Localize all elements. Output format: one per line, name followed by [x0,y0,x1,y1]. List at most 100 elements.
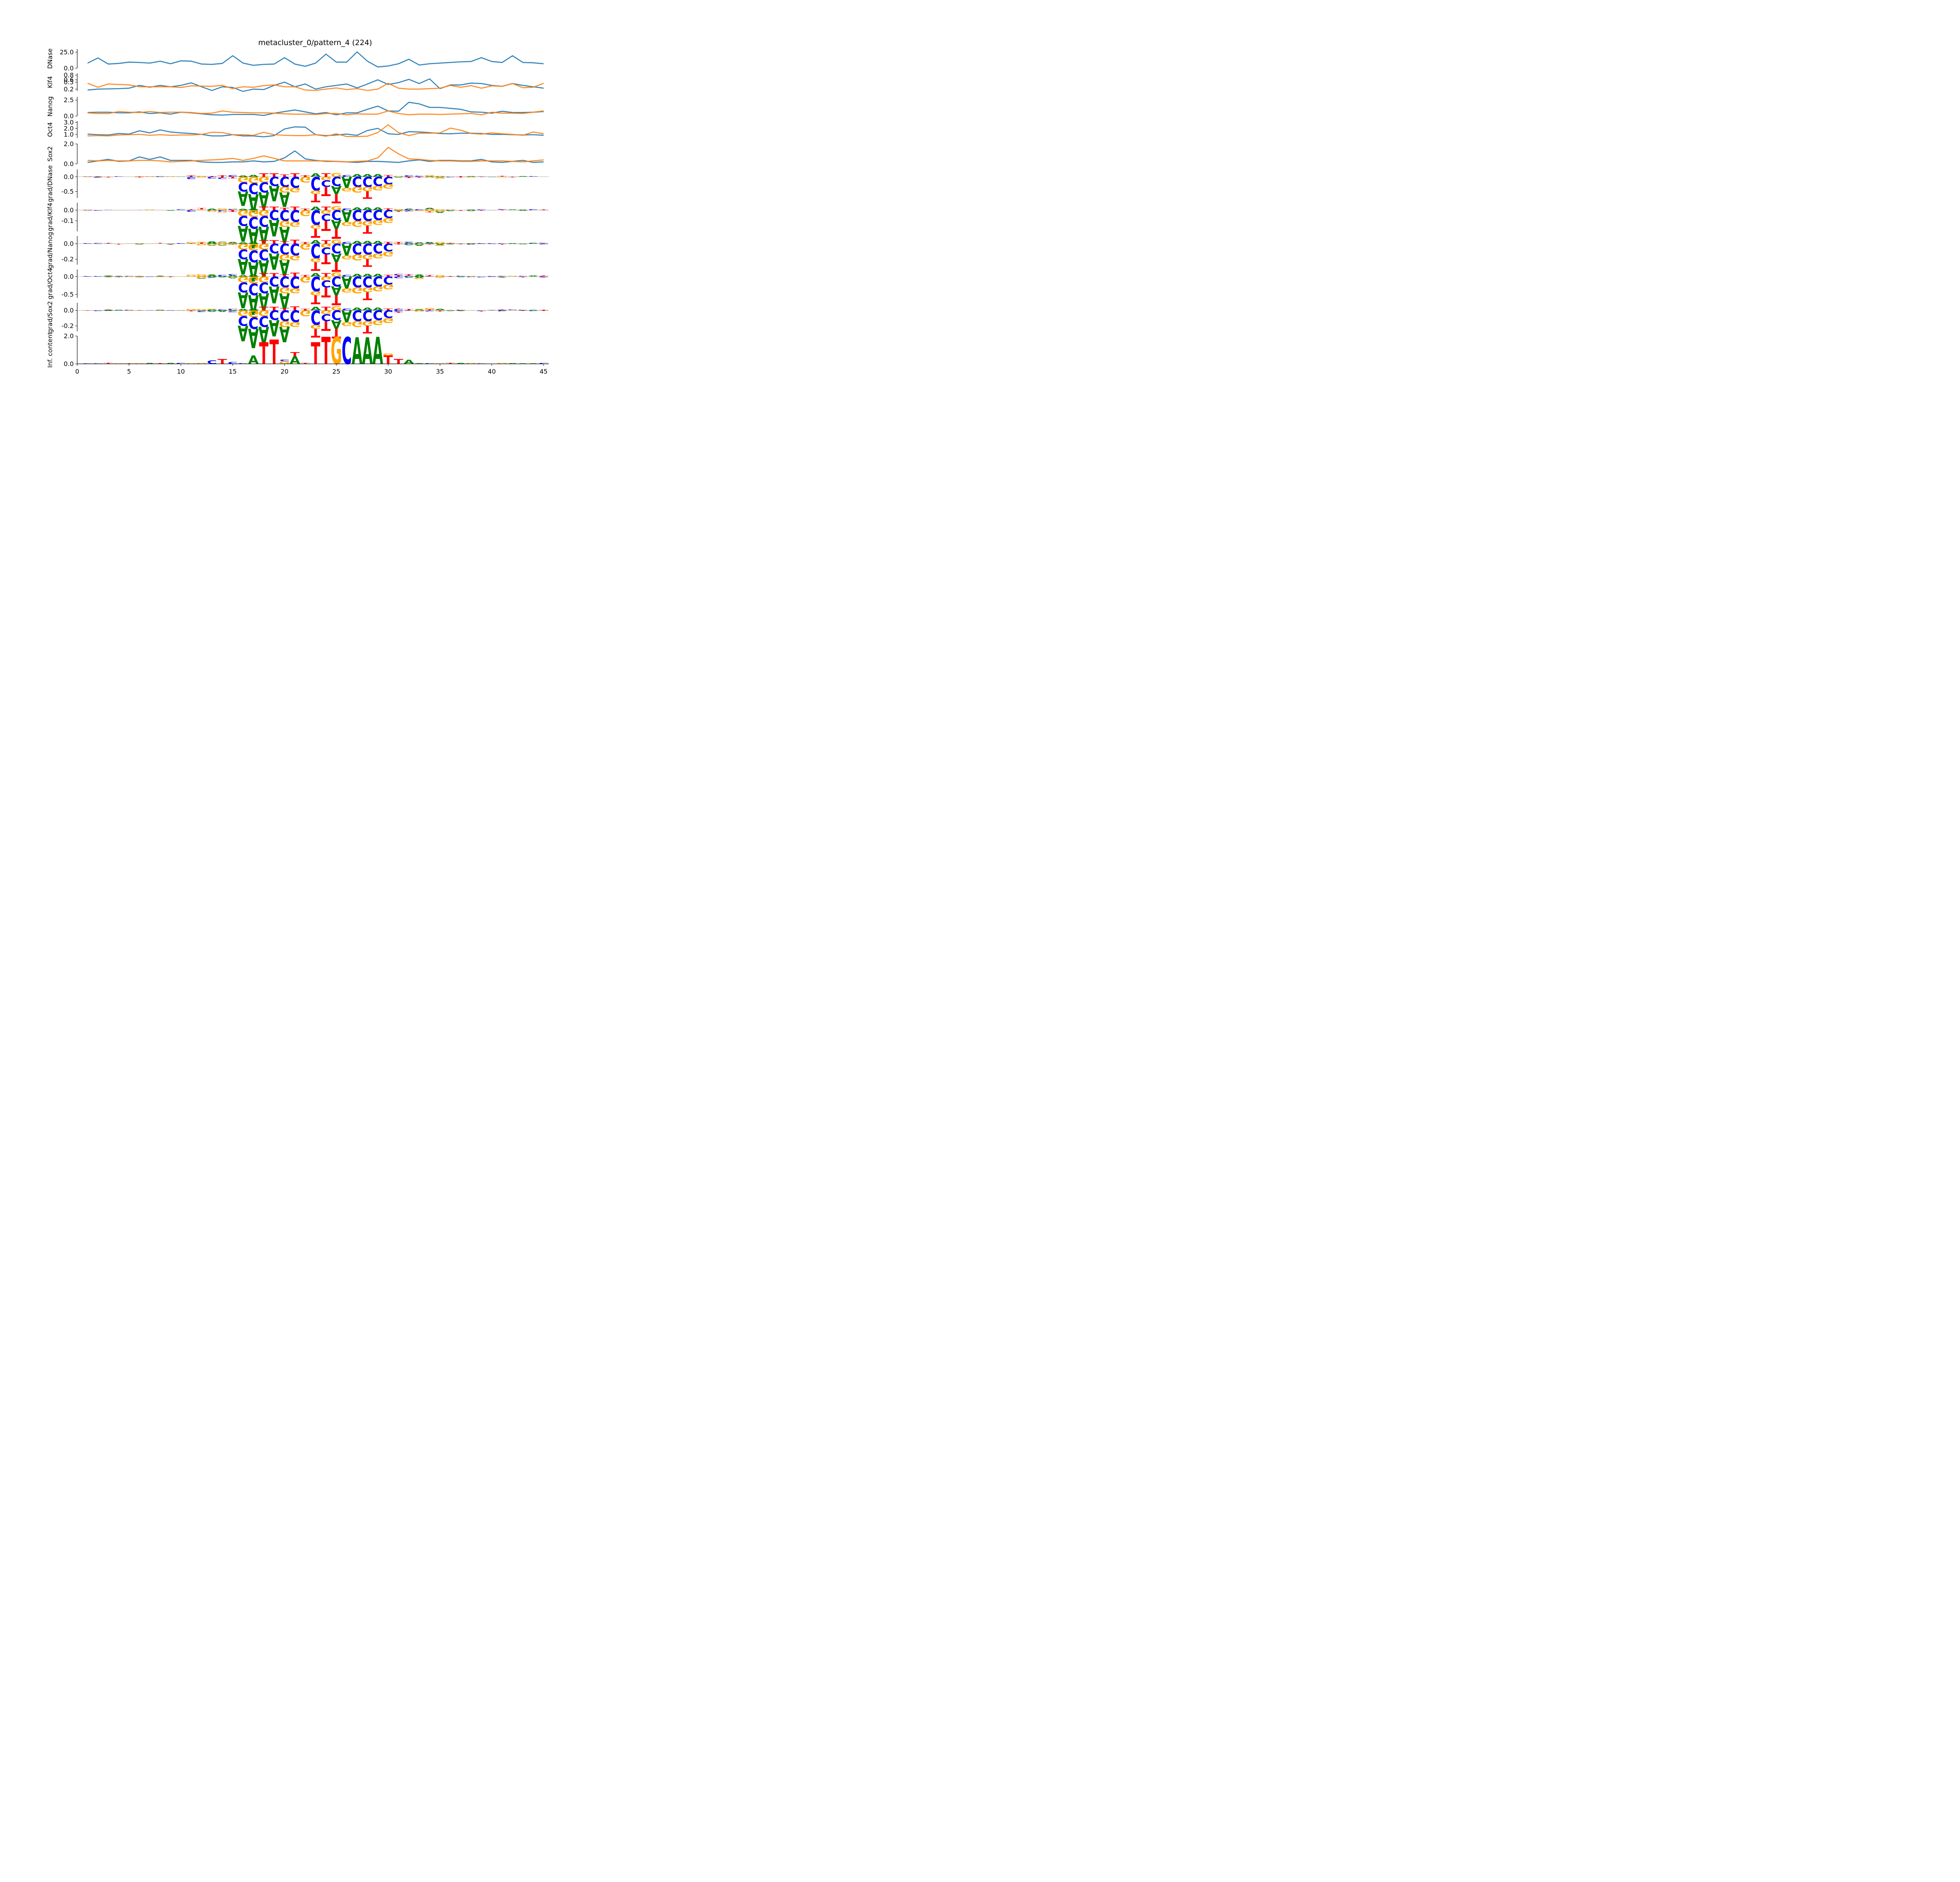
logo-letter-C: C [425,311,435,312]
logo-letter-A: A [393,176,404,178]
logo-letter-G: G [154,276,166,277]
logo-letter-C: C [331,307,341,322]
logo-letter-A: A [372,240,383,245]
y-axis-label: grad/Oct4 [46,268,54,300]
y-tick-label: 2.0 [64,125,74,132]
y-tick-label: 0.8 [64,71,74,79]
logo-letter-C: C [83,243,93,244]
logo-letter-G: G [227,308,238,309]
y-tick-label: 0.0 [64,360,74,368]
logo-letter-T: T [404,210,414,211]
logo-letter-G: G [248,208,259,219]
logo-letter-C: C [331,240,341,256]
logo-letter-T: T [228,176,238,178]
logo-letter-T: T [269,334,279,372]
logo-letter-T: T [290,351,300,358]
y-tick-label: 1.0 [64,131,74,138]
logo-letter-C: C [331,207,341,222]
logo-letter-A: A [269,181,280,205]
logo-letter-T: T [218,176,227,178]
logo-letter-A: A [331,217,342,231]
logo-letter-A: A [248,322,259,353]
logo-letter-G: G [248,308,259,319]
logo-letter-T: T [508,176,517,177]
y-axis-label: DNase [46,48,54,69]
logo-letter-T: T [280,307,290,311]
logo-letter-C: C [145,310,155,311]
logo-letter-T: T [518,310,528,311]
logo-letter-A: A [414,274,425,276]
logo-letter-G: G [238,242,249,251]
logo-letter-C: C [259,312,269,330]
logo-letter-C: C [207,277,217,278]
logo-letter-G: G [465,177,477,178]
logo-letter-T: T [539,277,548,278]
y-tick-label: 0.0 [64,113,74,120]
logo-letter-T: T [383,242,393,244]
series-line-neg [87,124,544,137]
logo-letter-A: A [207,309,218,311]
logo-letter-A: A [248,241,259,245]
logo-letter-C: C [155,176,165,177]
logo-letter-G: G [383,353,394,356]
logo-letter-T: T [518,277,528,278]
logo-letter-T: T [280,207,290,211]
logo-letter-A: A [238,321,249,345]
logo-letter-A: A [517,210,528,211]
logo-letter-A: A [507,209,518,210]
logo-letter-A: A [497,310,508,311]
logo-letter-G: G [134,363,145,364]
logo-letter-G: G [144,209,156,210]
logo-letter-A: A [207,274,218,276]
logo-letter-C: C [404,176,414,177]
logo-letter-A: A [414,242,425,244]
logo-letter-C: C [207,360,217,365]
logo-letter-T: T [383,174,393,177]
logo-letter-G: G [134,243,145,244]
logo-letter-A: A [258,187,269,213]
y-axis-label: Klf4 [46,76,54,88]
y-tick-label: 25.0 [60,49,74,56]
logo-letter-T: T [280,273,290,277]
logo-letter-T: T [425,275,434,276]
logo-letter-G: G [331,306,342,312]
logo-letter-G: G [299,309,311,318]
logo-letter-G: G [393,209,404,210]
logo-letter-G: G [341,186,352,192]
series-line-neg [87,83,544,91]
logo-letter-T: T [404,274,414,276]
logo-letter-A: A [207,241,218,243]
logo-letter-G: G [331,172,342,178]
logo-letter-G: G [175,310,187,311]
logo-letter-A: A [331,183,341,196]
logo-letter-C: C [414,243,425,244]
logo-letter-C: C [249,213,259,231]
logo-letter-A: A [486,210,497,211]
logo-letter-T: T [435,311,445,312]
logo-letter-C: C [342,329,352,372]
x-tick-label: 0 [75,368,79,375]
logo-letter-A: A [248,289,259,321]
logo-letter-A: A [258,321,269,349]
logo-letter-T: T [394,358,403,366]
logo-letter-T: T [218,358,227,366]
logo-letter-G: G [196,274,207,276]
logo-letter-T: T [290,272,299,278]
logo-letter-C: C [114,310,124,311]
logo-letter-T: T [321,218,331,233]
logo-letter-C: C [238,313,248,328]
logo-letter-T: T [301,274,310,277]
logo-letter-T: T [93,176,103,177]
logo-letter-T: T [321,184,331,198]
grad-panel-grad-oct4: 0.0-0.5grad/Oct4CTCCTAATACCGGATTACCTAGTC… [46,268,549,321]
logo-letter-A: A [269,314,279,340]
logo-letter-C: C [290,173,300,191]
logo-letter-C: C [238,279,248,294]
logo-letter-T: T [394,211,403,212]
logo-letter-G: G [331,205,342,212]
logo-letter-T: T [477,243,486,244]
logo-letter-A: A [238,275,249,277]
y-axis-label: grad/DNase [46,165,54,202]
logo-letter-A: A [93,176,103,177]
logo-letter-G: G [362,253,373,261]
